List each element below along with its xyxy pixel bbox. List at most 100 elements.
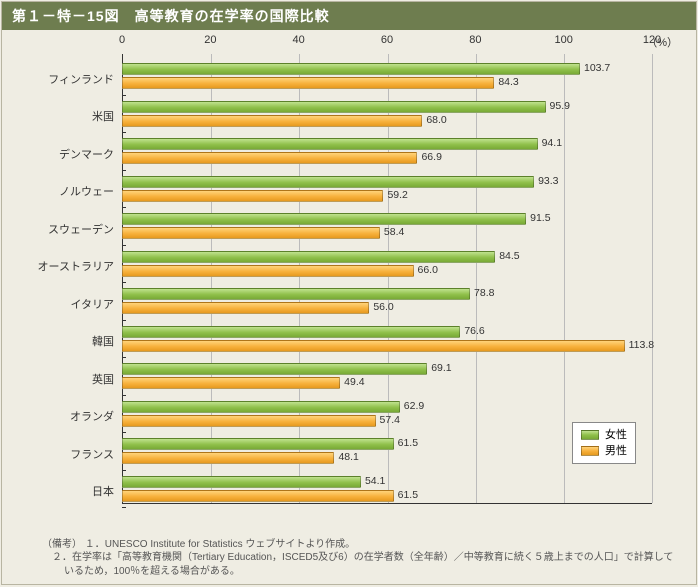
bar-group: 54.1 61.5 bbox=[122, 473, 652, 511]
x-tick-label: 100 bbox=[554, 34, 572, 46]
chart-rows: フィンランド103.784.3米国95.968.0デンマーク94.166.9ノル… bbox=[18, 54, 652, 504]
note-line-1: （備考） １．UNESCO Institute for Statistics ウ… bbox=[42, 538, 678, 552]
y-tick bbox=[122, 95, 126, 96]
bar-male bbox=[122, 152, 417, 164]
x-tick-label: 120 bbox=[643, 34, 661, 46]
legend: 女性 男性 bbox=[572, 422, 636, 464]
x-tick-label: 20 bbox=[204, 34, 216, 46]
bar-female bbox=[122, 288, 470, 300]
figure-frame: 第１－特－15図 高等教育の在学率の国際比較 （%） 0204060801001… bbox=[1, 1, 697, 585]
bar-female bbox=[122, 63, 580, 75]
bar-group: 95.968.0 bbox=[122, 98, 652, 136]
bar-male bbox=[122, 452, 334, 464]
chart-row: イタリア78.856.0 bbox=[18, 285, 652, 323]
y-tick bbox=[122, 207, 126, 208]
chart-row: 米国95.968.0 bbox=[18, 98, 652, 136]
legend-item-male: 男性 bbox=[581, 443, 627, 459]
value-label-female: 61.5 bbox=[398, 437, 418, 449]
note-lead: （備考） bbox=[42, 539, 82, 550]
bar-male bbox=[122, 377, 340, 389]
y-tick bbox=[122, 507, 126, 508]
note-1-text: １．UNESCO Institute for Statistics ウェブサイト… bbox=[85, 539, 355, 550]
category-label: 米国 bbox=[18, 108, 118, 124]
y-tick bbox=[122, 245, 126, 246]
bar-female bbox=[122, 363, 427, 375]
y-tick bbox=[122, 170, 126, 171]
bar-male bbox=[122, 77, 494, 89]
chart-row: フランス 61.5 48.1 bbox=[18, 435, 652, 473]
bar-group: 93.3 59.2 bbox=[122, 173, 652, 211]
value-label-female: 93.3 bbox=[538, 175, 558, 187]
bar-female bbox=[122, 213, 526, 225]
y-tick bbox=[122, 357, 126, 358]
category-label: スウェーデン bbox=[18, 221, 118, 237]
figure-title: 第１－特－15図 高等教育の在学率の国際比較 bbox=[2, 2, 696, 30]
bar-female bbox=[122, 251, 495, 263]
value-label-male: 56.0 bbox=[373, 301, 393, 313]
bar-female bbox=[122, 476, 361, 488]
bar-group: 78.8 56.0 bbox=[122, 285, 652, 323]
category-label: フィンランド bbox=[18, 71, 118, 87]
value-label-male: 57.4 bbox=[380, 414, 400, 426]
bar-male bbox=[122, 227, 380, 239]
y-tick bbox=[122, 432, 126, 433]
gridline bbox=[652, 54, 653, 503]
bar-group: 76.6113.8 bbox=[122, 323, 652, 361]
value-label-male: 66.0 bbox=[418, 264, 438, 276]
value-label-female: 54.1 bbox=[365, 475, 385, 487]
bar-group: 103.7 84.3 bbox=[122, 60, 652, 98]
bar-group: 91.558.4 bbox=[122, 210, 652, 248]
value-label-male: 61.5 bbox=[398, 489, 418, 501]
y-tick bbox=[122, 320, 126, 321]
bar-female bbox=[122, 138, 538, 150]
value-label-female: 94.1 bbox=[542, 137, 562, 149]
bar-female bbox=[122, 101, 546, 113]
value-label-male: 48.1 bbox=[338, 451, 358, 463]
value-label-female: 103.7 bbox=[584, 62, 610, 74]
bar-female bbox=[122, 438, 394, 450]
bar-group: 69.149.4 bbox=[122, 360, 652, 398]
y-tick bbox=[122, 395, 126, 396]
y-tick bbox=[122, 132, 126, 133]
y-tick bbox=[122, 470, 126, 471]
value-label-female: 69.1 bbox=[431, 362, 451, 374]
bar-female bbox=[122, 326, 460, 338]
category-label: オランダ bbox=[18, 408, 118, 424]
bar-female bbox=[122, 176, 534, 188]
chart-plot: （%） 020406080100120 フィンランド103.784.3米国95.… bbox=[18, 34, 680, 504]
chart-row: デンマーク 94.1 66.9 bbox=[18, 135, 652, 173]
bar-male bbox=[122, 340, 625, 352]
category-label: 英国 bbox=[18, 371, 118, 387]
value-label-female: 78.8 bbox=[474, 287, 494, 299]
bar-male bbox=[122, 190, 383, 202]
chart-row: フィンランド 103.7 84.3 bbox=[18, 60, 652, 98]
value-label-female: 84.5 bbox=[499, 250, 519, 262]
chart-row: オーストラリア84.566.0 bbox=[18, 248, 652, 286]
x-tick-label: 40 bbox=[293, 34, 305, 46]
value-label-male: 66.9 bbox=[421, 151, 441, 163]
bar-male bbox=[122, 265, 414, 277]
chart-row: オランダ62.957.4 bbox=[18, 398, 652, 436]
legend-swatch-female bbox=[581, 430, 599, 440]
x-tick-label: 0 bbox=[119, 34, 125, 46]
y-tick bbox=[122, 282, 126, 283]
category-label: ノルウェー bbox=[18, 183, 118, 199]
chart-row: 韓国76.6113.8 bbox=[18, 323, 652, 361]
value-label-male: 58.4 bbox=[384, 226, 404, 238]
x-axis: （%） 020406080100120 bbox=[122, 34, 652, 54]
category-label: デンマーク bbox=[18, 146, 118, 162]
chart-row: スウェーデン91.558.4 bbox=[18, 210, 652, 248]
bar-group: 94.1 66.9 bbox=[122, 135, 652, 173]
chart-row: ノルウェー 93.3 59.2 bbox=[18, 173, 652, 211]
chart-area: （%） 020406080100120 フィンランド103.784.3米国95.… bbox=[2, 30, 696, 534]
category-label: フランス bbox=[18, 446, 118, 462]
value-label-female: 76.6 bbox=[464, 325, 484, 337]
bar-male bbox=[122, 490, 394, 502]
value-label-male: 59.2 bbox=[387, 189, 407, 201]
bar-male bbox=[122, 415, 376, 427]
chart-row: 英国69.149.4 bbox=[18, 360, 652, 398]
legend-label-male: 男性 bbox=[605, 443, 627, 459]
bar-male bbox=[122, 302, 369, 314]
x-tick-label: 60 bbox=[381, 34, 393, 46]
value-label-male: 84.3 bbox=[498, 76, 518, 88]
